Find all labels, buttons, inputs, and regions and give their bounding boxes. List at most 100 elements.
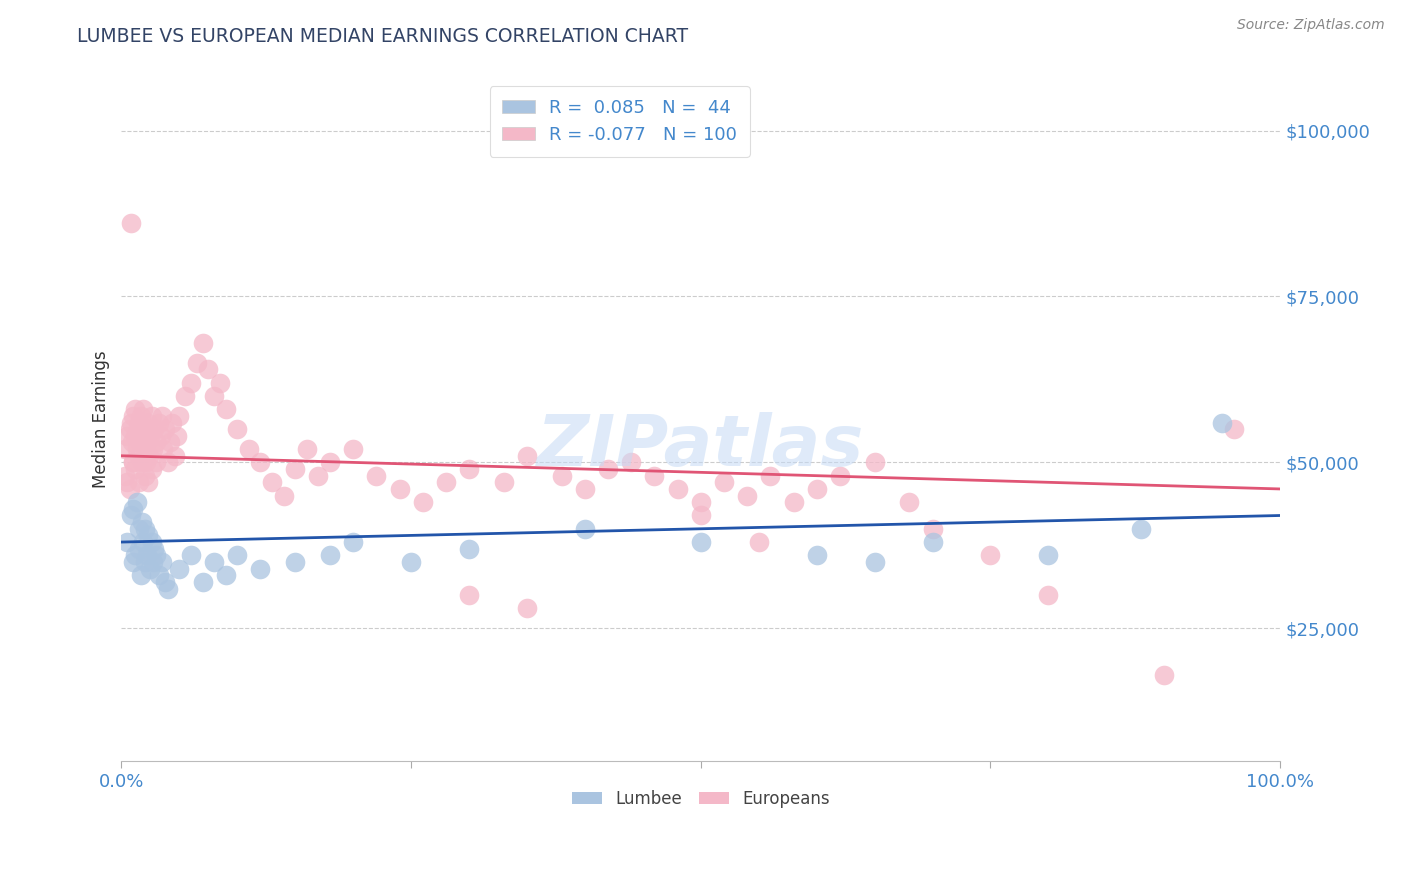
Point (921, 522, 943, 536)
Point (180, 549, 202, 563)
Point (122, 555, 145, 569)
Point (136, 549, 159, 563)
Point (148, 416, 170, 430)
Point (516, 449, 538, 463)
Point (273, 489, 295, 503)
Point (141, 535, 163, 549)
Point (828, 468, 851, 483)
Point (131, 455, 153, 469)
Point (134, 442, 156, 457)
Point (1038, 549, 1060, 563)
Point (863, 455, 886, 469)
Point (128, 449, 150, 463)
Point (118, 482, 141, 496)
Point (145, 455, 167, 469)
Point (262, 475, 284, 490)
Point (139, 561, 162, 575)
Point (122, 455, 145, 469)
Point (138, 449, 160, 463)
Point (118, 422, 141, 436)
Point (115, 429, 138, 443)
Point (129, 435, 152, 450)
Point (125, 495, 148, 509)
Point (458, 541, 481, 556)
Point (136, 475, 159, 490)
Point (128, 541, 150, 556)
Point (197, 362, 219, 376)
Point (122, 409, 145, 423)
Point (150, 409, 173, 423)
Point (136, 416, 159, 430)
Point (131, 515, 153, 529)
Point (174, 389, 197, 403)
Point (121, 435, 143, 450)
Point (134, 422, 156, 436)
Point (122, 501, 145, 516)
Point (120, 217, 142, 231)
Point (152, 442, 174, 457)
Point (516, 601, 538, 615)
Point (979, 549, 1001, 563)
Point (666, 482, 689, 496)
Point (806, 482, 828, 496)
Point (1038, 588, 1060, 602)
Point (863, 555, 886, 569)
Point (128, 416, 150, 430)
Text: ZIPatlas: ZIPatlas (537, 412, 865, 481)
Point (226, 549, 249, 563)
Point (735, 489, 758, 503)
Point (1223, 422, 1246, 436)
Point (366, 468, 388, 483)
Point (307, 468, 329, 483)
Point (186, 356, 208, 370)
Point (131, 429, 153, 443)
Point (145, 549, 167, 563)
Point (551, 468, 574, 483)
Point (284, 462, 307, 476)
Point (128, 522, 150, 536)
Point (134, 522, 156, 536)
Point (142, 541, 165, 556)
Point (598, 462, 620, 476)
Point (124, 549, 146, 563)
Point (156, 582, 179, 596)
Point (295, 442, 318, 457)
Point (136, 528, 159, 542)
Point (643, 468, 665, 483)
Point (689, 508, 711, 523)
Point (574, 482, 596, 496)
Point (115, 535, 138, 549)
Point (1211, 416, 1233, 430)
Point (458, 588, 481, 602)
Point (114, 442, 136, 457)
Point (238, 442, 260, 457)
Point (434, 475, 457, 490)
Point (150, 555, 173, 569)
Point (921, 535, 943, 549)
Point (782, 495, 804, 509)
Point (399, 555, 422, 569)
Point (155, 574, 177, 589)
Point (180, 376, 202, 390)
Point (149, 429, 172, 443)
Point (128, 475, 150, 490)
Point (134, 555, 156, 569)
Point (129, 568, 152, 582)
Text: LUMBEE VS EUROPEAN MEDIAN EARNINGS CORRELATION CHART: LUMBEE VS EUROPEAN MEDIAN EARNINGS CORRE… (77, 27, 689, 45)
Point (139, 429, 162, 443)
Point (142, 422, 165, 436)
Point (284, 555, 307, 569)
Point (689, 495, 711, 509)
Point (215, 402, 238, 417)
Point (215, 568, 238, 582)
Point (202, 555, 225, 569)
Point (388, 482, 411, 496)
Y-axis label: Median Earnings: Median Earnings (93, 351, 110, 488)
Point (492, 475, 515, 490)
Point (713, 475, 735, 490)
Point (342, 442, 364, 457)
Point (163, 449, 186, 463)
Point (748, 535, 770, 549)
Point (574, 522, 596, 536)
Point (620, 455, 643, 469)
